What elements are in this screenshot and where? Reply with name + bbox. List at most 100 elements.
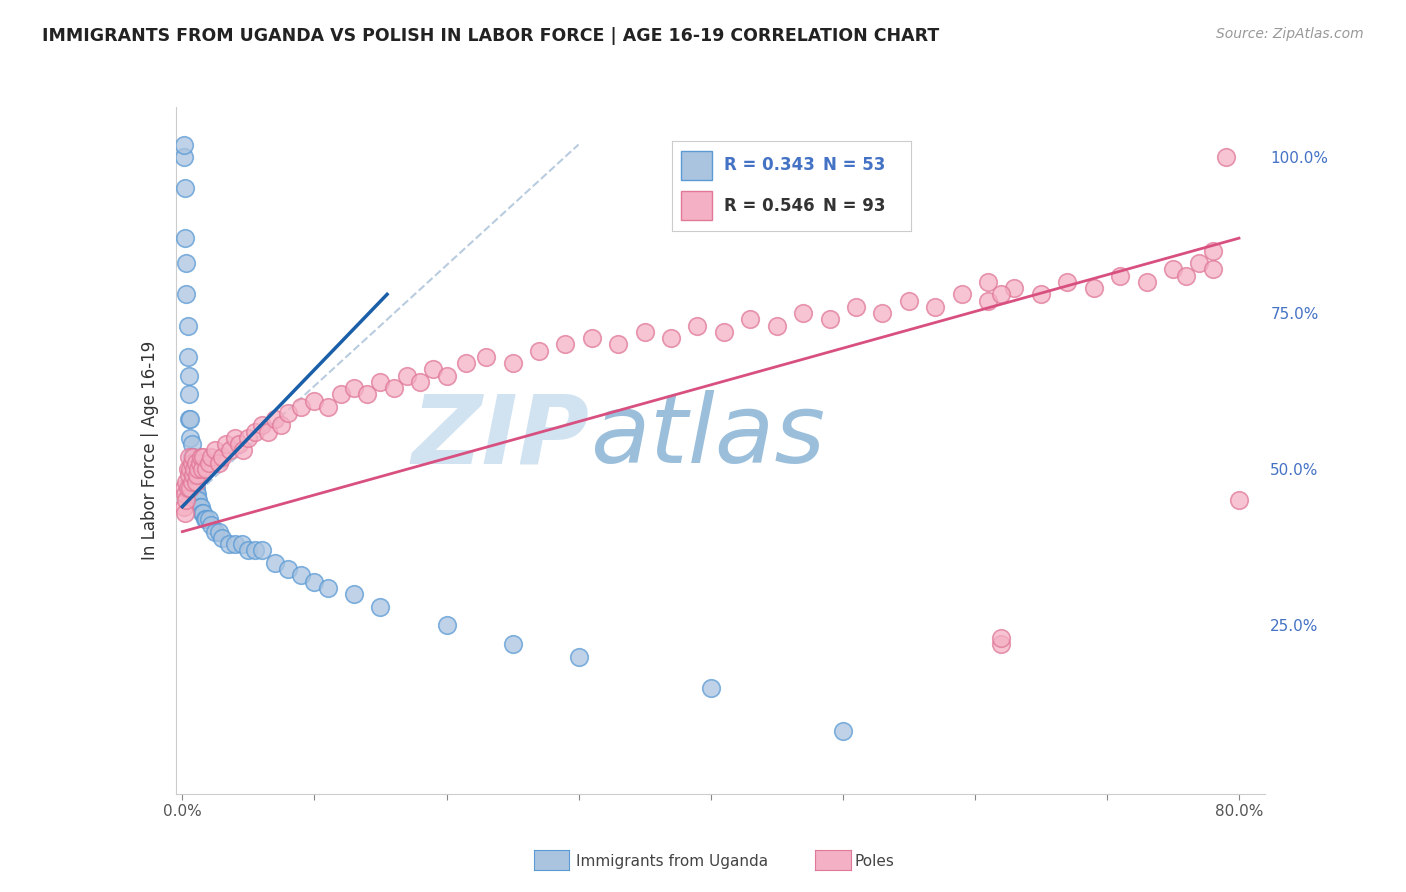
Point (190, 500, 212, 514)
Point (409, 375, 432, 389)
Text: atlas: atlas (591, 390, 825, 483)
Point (238, 431, 260, 445)
Point (243, 425, 266, 439)
Point (290, 568, 312, 582)
Point (897, 293, 920, 308)
Point (188, 500, 211, 514)
Point (180, 456, 202, 470)
Point (765, 318, 787, 333)
Point (176, 350, 198, 364)
Point (174, 506, 197, 520)
Point (422, 362, 444, 376)
Point (177, 450, 200, 464)
Point (329, 387, 352, 401)
Point (238, 543, 260, 558)
Point (176, 475, 198, 489)
Point (176, 493, 198, 508)
Point (250, 543, 273, 558)
Point (179, 462, 201, 476)
Point (187, 462, 209, 476)
Point (219, 443, 242, 458)
Point (180, 450, 202, 464)
Point (277, 562, 299, 576)
Point (1109, 268, 1132, 283)
Point (215, 437, 238, 451)
Point (1029, 287, 1052, 301)
Point (990, 287, 1012, 301)
Point (1056, 275, 1078, 289)
Point (186, 493, 208, 508)
Point (270, 418, 292, 433)
Point (659, 331, 682, 345)
Point (184, 487, 207, 501)
Point (211, 531, 233, 545)
Point (436, 368, 458, 383)
Point (818, 312, 841, 326)
Point (193, 450, 215, 464)
Point (195, 462, 218, 476)
Point (181, 468, 204, 483)
Point (1215, 150, 1237, 164)
Point (184, 475, 207, 489)
Point (224, 431, 246, 445)
Point (502, 637, 524, 651)
Point (475, 350, 498, 364)
Point (263, 412, 285, 426)
Text: R = 0.546: R = 0.546 (724, 196, 815, 215)
Point (195, 512, 218, 526)
Point (243, 543, 266, 558)
Point (633, 325, 655, 339)
Point (977, 275, 1000, 289)
Point (194, 512, 217, 526)
Point (179, 412, 201, 426)
Point (395, 368, 418, 383)
Point (181, 450, 204, 464)
Point (699, 681, 721, 695)
Point (304, 393, 326, 408)
Point (204, 524, 226, 539)
Point (740, 312, 762, 326)
Point (176, 481, 198, 495)
Point (176, 287, 198, 301)
Point (290, 400, 312, 414)
Point (568, 649, 591, 664)
Point (1083, 281, 1105, 295)
Point (174, 181, 197, 195)
Point (686, 318, 709, 333)
FancyBboxPatch shape (681, 152, 713, 180)
Point (1201, 244, 1223, 258)
Point (177, 387, 200, 401)
Point (304, 574, 326, 589)
Point (554, 337, 576, 351)
Point (180, 437, 202, 451)
Point (950, 287, 973, 301)
Point (180, 475, 202, 489)
Text: Poles: Poles (855, 855, 894, 869)
FancyBboxPatch shape (681, 192, 713, 220)
Point (173, 137, 195, 152)
Point (174, 231, 197, 245)
Text: N = 53: N = 53 (823, 156, 884, 175)
Point (183, 468, 205, 483)
Point (183, 475, 205, 489)
Point (208, 524, 231, 539)
Point (191, 506, 214, 520)
Text: IMMIGRANTS FROM UGANDA VS POLISH IN LABOR FORCE | AGE 16-19 CORRELATION CHART: IMMIGRANTS FROM UGANDA VS POLISH IN LABO… (42, 27, 939, 45)
Point (208, 456, 231, 470)
Y-axis label: In Labor Force | Age 16-19: In Labor Force | Age 16-19 (141, 341, 159, 560)
Point (456, 356, 478, 370)
Point (382, 381, 405, 395)
Point (173, 500, 195, 514)
Point (177, 412, 200, 426)
Point (316, 400, 339, 414)
Point (231, 537, 253, 551)
Text: ZIP: ZIP (412, 390, 591, 483)
Point (179, 431, 201, 445)
Point (316, 581, 339, 595)
Point (186, 468, 208, 483)
Point (990, 637, 1012, 651)
Point (177, 468, 200, 483)
Point (211, 450, 233, 464)
Point (257, 425, 280, 439)
Point (527, 343, 550, 358)
